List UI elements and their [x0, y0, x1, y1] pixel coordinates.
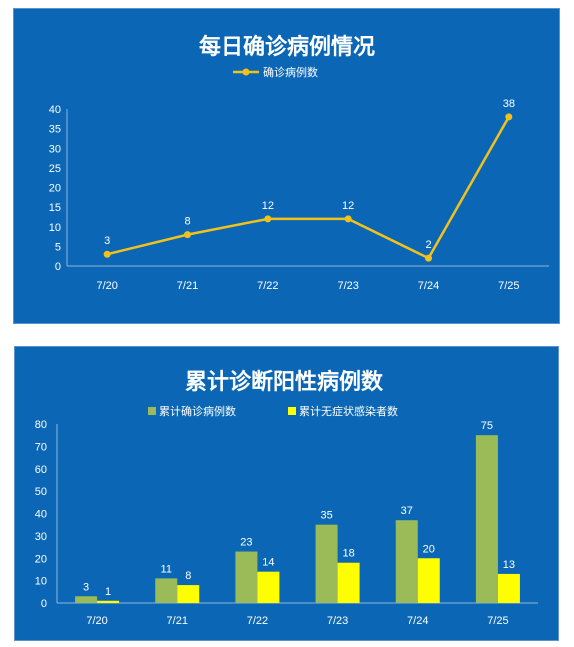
y-tick-label: 20: [35, 553, 47, 565]
data-label: 3: [104, 235, 110, 247]
y-tick-label: 35: [49, 124, 61, 136]
data-label: 18: [342, 548, 354, 560]
bar: [497, 573, 520, 603]
y-tick-label: 10: [35, 576, 47, 588]
y-tick-label: 15: [49, 202, 61, 214]
y-tick-label: 30: [49, 143, 61, 155]
data-label: 38: [503, 98, 515, 110]
x-tick-label: 7/25: [487, 615, 508, 627]
x-tick-label: 7/21: [167, 615, 188, 627]
y-tick-label: 40: [49, 104, 61, 116]
legend-swatch-asymptomatic: [288, 407, 296, 415]
data-point: [344, 215, 352, 223]
x-tick-label: 7/21: [177, 280, 198, 292]
y-tick-label: 50: [35, 486, 47, 498]
y-tick-label: 60: [35, 464, 47, 476]
y-tick-label: 0: [41, 598, 47, 610]
y-tick-label: 20: [49, 183, 61, 195]
bar: [97, 600, 120, 603]
data-label: 37: [401, 505, 413, 517]
bar: [395, 520, 418, 603]
data-label: 1: [105, 586, 111, 598]
legend-dot-marker: [242, 68, 250, 76]
daily-cases-chart: 每日确诊病例情况 确诊病例数 0 5 10 15 20 25 30 35 40 7/20 7/21…: [49, 34, 549, 292]
data-label: 35: [320, 510, 332, 522]
daily-cases-chart-panel: 每日确诊病例情况 确诊病例数 0 5 10 15 20 25 30 35 40 7/20 7/21…: [13, 8, 560, 324]
bar: [177, 585, 200, 603]
x-tick-label: 7/24: [407, 615, 428, 627]
x-tick-label: 7/24: [418, 280, 439, 292]
x-tick-label: 7/25: [498, 280, 519, 292]
data-label: 13: [503, 559, 515, 571]
y-tick-label: 70: [35, 441, 47, 453]
y-tick-label: 40: [35, 509, 47, 521]
legend-label-asymptomatic: 累计无症状感染者数: [299, 404, 398, 418]
x-tick-label: 7/20: [96, 280, 117, 292]
data-label: 8: [185, 570, 191, 582]
data-label: 3: [83, 581, 89, 593]
y-tick-label: 80: [35, 419, 47, 431]
data-point: [264, 215, 272, 223]
data-point: [103, 250, 111, 258]
series-line: [106, 116, 510, 260]
chart-title: 每日确诊病例情况: [199, 34, 375, 60]
bar: [337, 562, 360, 603]
chart-legend: 累计确诊病例数 累计无症状感染者数: [148, 404, 398, 418]
bar: [257, 571, 280, 603]
legend-swatch-confirmed: [148, 407, 156, 415]
cumulative-positive-chart: 累计诊断阳性病例数 累计确诊病例数 累计无症状感染者数 0 10 20 30 40 50 6…: [35, 369, 538, 627]
data-label: 75: [481, 420, 493, 432]
data-label: 20: [423, 543, 435, 555]
y-tick-label: 5: [55, 241, 61, 253]
data-point: [505, 113, 513, 121]
data-label: 12: [262, 200, 274, 212]
y-tick-label: 10: [49, 222, 61, 234]
x-tick-label: 7/22: [257, 280, 278, 292]
data-label: 12: [342, 200, 354, 212]
data-label: 11: [161, 563, 172, 575]
bar: [75, 596, 98, 603]
y-tick-label: 25: [49, 163, 61, 175]
data-label: 8: [184, 216, 190, 228]
x-tick-label: 7/20: [86, 615, 107, 627]
bar: [235, 551, 258, 603]
data-label: 14: [262, 557, 274, 569]
legend-label: 确诊病例数: [263, 65, 318, 79]
data-point: [184, 231, 191, 239]
x-tick-label: 7/22: [247, 615, 268, 627]
y-tick-label: 30: [35, 531, 47, 543]
data-label: 23: [240, 537, 252, 549]
chart-title: 累计诊断阳性病例数: [185, 369, 384, 395]
bar: [315, 524, 338, 603]
bar: [475, 435, 498, 603]
bar: [155, 578, 178, 603]
legend-label-confirmed: 累计确诊病例数: [159, 404, 236, 418]
cumulative-positive-chart-panel: 累计诊断阳性病例数 累计确诊病例数 累计无症状感染者数 0 10 20 30 40 50 6…: [14, 346, 559, 641]
x-tick-label: 7/23: [327, 615, 348, 627]
bar: [417, 558, 440, 603]
data-point: [425, 254, 432, 262]
data-label: 2: [425, 239, 431, 251]
x-tick-label: 7/23: [337, 280, 358, 292]
chart-legend: 确诊病例数: [233, 65, 318, 79]
y-tick-label: 0: [55, 261, 61, 273]
